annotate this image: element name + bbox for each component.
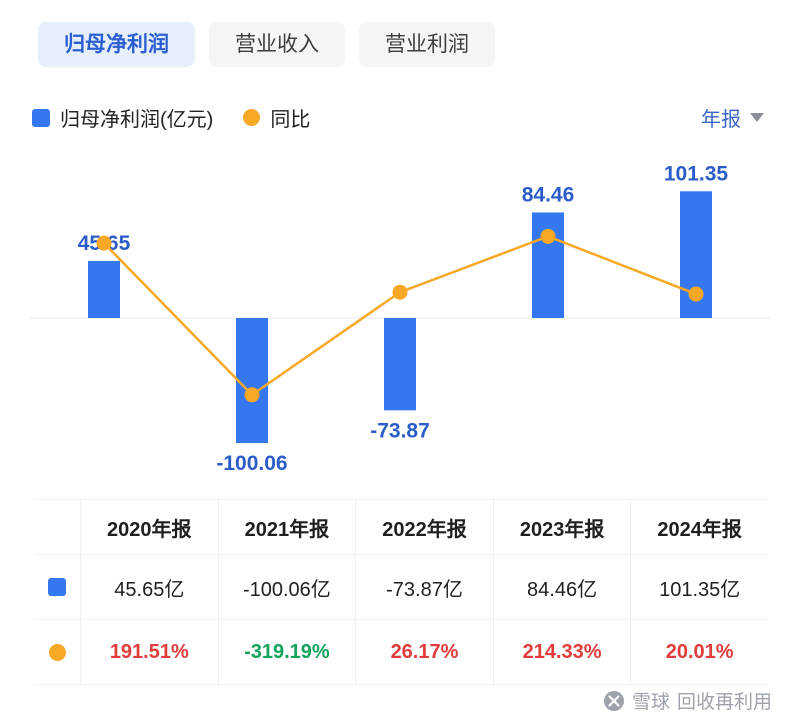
- table-icon-cell: [34, 620, 80, 684]
- line-series-icon: [48, 643, 66, 661]
- line-series-legend-label: 同比: [270, 109, 311, 131]
- bar-2022年报[interactable]: [384, 318, 416, 411]
- tab-revenue[interactable]: 营业收入: [209, 22, 345, 67]
- table-header-cell: 2022年报: [355, 500, 493, 554]
- bar-value-label: 84.46: [522, 183, 575, 206]
- bar-series-legend-label: 归母净利润(亿元): [60, 109, 214, 131]
- table-corner-cell: [34, 500, 80, 554]
- yoy-value-cell: 26.17%: [355, 620, 493, 684]
- table-header-cell: 2021年报: [217, 500, 356, 554]
- profit-value-cell: 84.46亿: [492, 555, 631, 619]
- line-series-legend-icon: [243, 109, 261, 126]
- bar-2020年报[interactable]: [88, 260, 120, 318]
- tab-net-profit[interactable]: 归母净利润: [38, 22, 195, 67]
- table-profit-row: 45.65亿 -100.06亿 -73.87亿 84.46亿 101.35亿: [34, 555, 768, 620]
- yoy-point-2022年报[interactable]: [392, 284, 408, 300]
- table-header-row: 2020年报 2021年报 2022年报 2023年报 2024年报: [34, 499, 768, 555]
- yoy-value-cell: 20.01%: [630, 620, 768, 684]
- profit-value-cell: 45.65亿: [80, 555, 218, 619]
- bar-value-label: -73.87: [370, 419, 430, 442]
- bar-series-legend-icon: [32, 108, 50, 127]
- watermark-suffix: 回收再利用: [676, 692, 772, 713]
- period-selector[interactable]: 年报: [701, 103, 764, 132]
- chevron-down-icon: [750, 113, 764, 122]
- period-selector-label: 年报: [701, 109, 741, 131]
- chart-legend: 归母净利润(亿元) 同比 年报: [32, 103, 764, 132]
- xueqiu-logo-icon: [603, 690, 624, 711]
- tab-operating-profit[interactable]: 营业利润: [359, 22, 495, 67]
- watermark-brand: 雪球: [631, 692, 670, 713]
- table-header-cell: 2023年报: [492, 500, 631, 554]
- yoy-value-cell: 191.51%: [80, 620, 218, 684]
- yoy-value-cell: -319.19%: [217, 620, 356, 684]
- yoy-value-cell: 214.33%: [492, 620, 631, 684]
- yoy-point-2021年报[interactable]: [244, 387, 260, 403]
- summary-table: 2020年报 2021年报 2022年报 2023年报 2024年报 45.65亿 -100…: [34, 499, 768, 685]
- yoy-point-2020年报[interactable]: [96, 235, 112, 251]
- table-header-cell: 2024年报: [630, 500, 768, 554]
- table-header-cell: 2020年报: [80, 500, 218, 554]
- bar-value-label: 101.35: [664, 162, 729, 185]
- yoy-point-2024年报[interactable]: [688, 286, 704, 302]
- bar-series-icon: [48, 578, 66, 596]
- watermark: 雪球 回收再利用: [603, 687, 772, 714]
- profit-value-cell: 101.35亿: [630, 555, 768, 619]
- table-yoy-row: 191.51% -319.19% 26.17% 214.33% 20.01%: [34, 620, 768, 685]
- profit-value-cell: -73.87亿: [355, 555, 493, 619]
- bar-2023年报[interactable]: [532, 212, 564, 318]
- table-icon-cell: [34, 555, 80, 619]
- bar-value-label: -100.06: [216, 452, 287, 475]
- profit-value-cell: -100.06亿: [217, 555, 356, 619]
- yoy-point-2023年报[interactable]: [540, 228, 556, 244]
- metric-tabs: 归母净利润 营业收入 营业利润: [0, 0, 800, 67]
- bar-2021年报[interactable]: [236, 318, 268, 444]
